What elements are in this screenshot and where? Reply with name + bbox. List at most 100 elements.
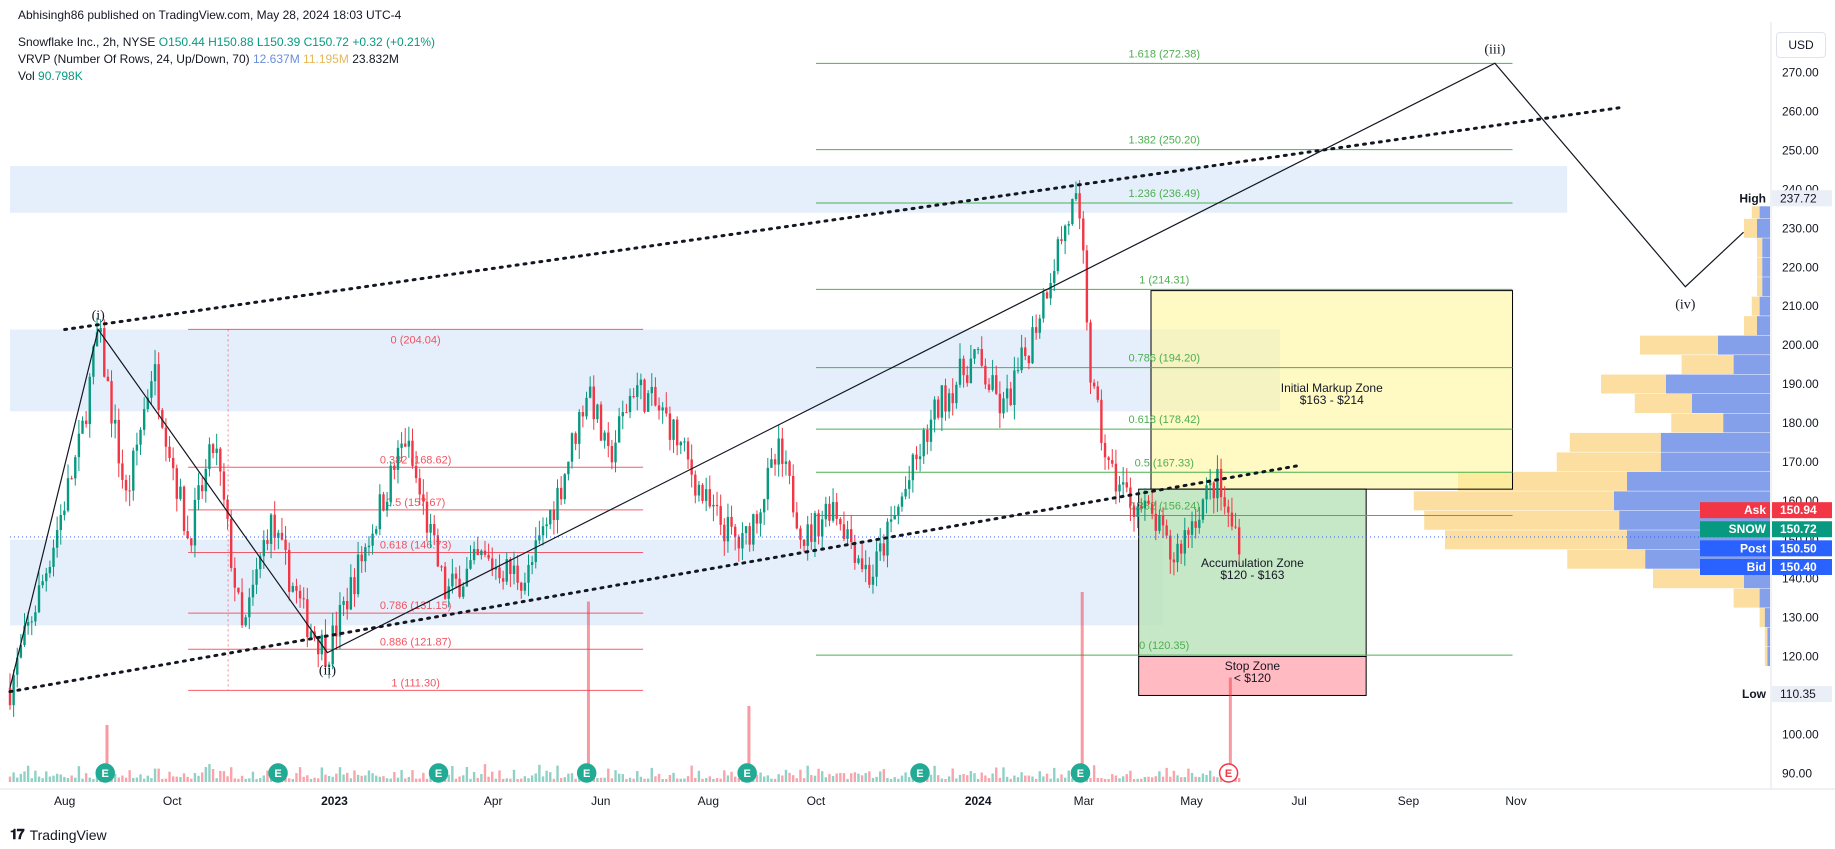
candle bbox=[331, 625, 334, 665]
candle bbox=[480, 550, 483, 556]
candle bbox=[802, 539, 806, 546]
volume-bar bbox=[1107, 778, 1110, 782]
vol-legend[interactable]: Vol 90.798K bbox=[18, 69, 83, 83]
zone-range-2: < $120 bbox=[1234, 671, 1271, 685]
candle bbox=[110, 381, 113, 424]
candle bbox=[135, 444, 139, 451]
candle bbox=[349, 577, 353, 610]
supply-band-0 bbox=[10, 166, 1568, 213]
volume-bar bbox=[1096, 777, 1099, 782]
candle bbox=[987, 384, 991, 390]
volume-bar bbox=[229, 767, 233, 782]
volume-bar bbox=[335, 773, 338, 782]
symbol-legend[interactable]: Snowflake Inc., 2h, NYSE O150.44 H150.88… bbox=[18, 35, 435, 49]
candle bbox=[534, 540, 537, 563]
candle bbox=[799, 528, 802, 540]
candle bbox=[371, 533, 374, 546]
volume-bar bbox=[248, 778, 251, 782]
volume-bar bbox=[759, 772, 762, 782]
volume-bar bbox=[425, 778, 429, 782]
scale-tag-1: Ask bbox=[1744, 503, 1766, 517]
candle bbox=[810, 524, 813, 542]
vrvp-legend[interactable]: VRVP (Number Of Rows, 24, Up/Down, 70) 1… bbox=[18, 52, 399, 66]
vp-down-2 bbox=[1757, 238, 1763, 258]
volume-bar bbox=[407, 776, 411, 782]
volume-bar bbox=[168, 771, 171, 782]
candle bbox=[440, 566, 443, 568]
volume-bar bbox=[933, 765, 936, 782]
volume-bar bbox=[418, 778, 421, 782]
volume-bar bbox=[646, 778, 650, 782]
zone-range-0: $163 - $214 bbox=[1300, 393, 1364, 407]
volume-bar bbox=[233, 778, 237, 782]
fib-ext-label-7: 0.382 (156.24) bbox=[1128, 500, 1200, 512]
earnings-icon bbox=[428, 763, 449, 783]
candle bbox=[646, 393, 650, 412]
candle bbox=[8, 687, 12, 706]
vp-down-5 bbox=[1751, 296, 1760, 316]
volume-bar bbox=[157, 768, 160, 782]
candle bbox=[908, 480, 911, 489]
volume-bar bbox=[552, 778, 556, 782]
volume-bar bbox=[864, 773, 867, 782]
earnings-icon-glyph: E bbox=[274, 768, 281, 780]
candle bbox=[650, 386, 653, 394]
volume-bar bbox=[944, 778, 947, 782]
candle bbox=[23, 625, 26, 646]
volume-bar bbox=[541, 776, 545, 782]
earnings-icon-glyph: E bbox=[916, 768, 923, 780]
candle bbox=[1136, 506, 1139, 518]
candle bbox=[1169, 535, 1172, 560]
volume-bar bbox=[1111, 774, 1114, 782]
volume-bar bbox=[211, 768, 215, 782]
candle bbox=[121, 463, 124, 480]
y-tick-12: 210.00 bbox=[1782, 299, 1819, 313]
volume-bar bbox=[969, 771, 973, 782]
vp-up-0 bbox=[1759, 199, 1770, 219]
vp-up-6 bbox=[1757, 316, 1770, 336]
volume-bar bbox=[846, 778, 849, 782]
volume-bar bbox=[52, 775, 55, 782]
x-tick-11: Sep bbox=[1398, 794, 1420, 808]
candle bbox=[34, 612, 37, 622]
candle bbox=[900, 496, 904, 507]
scale-tag-3: Post bbox=[1740, 541, 1766, 555]
volume-bar bbox=[868, 771, 871, 782]
volume-bar bbox=[730, 771, 733, 782]
volume-spike-3 bbox=[747, 706, 751, 782]
volume-bar bbox=[487, 776, 490, 782]
volume-bar bbox=[1158, 771, 1161, 782]
volume-bar bbox=[512, 769, 516, 782]
candle bbox=[95, 332, 99, 347]
candle bbox=[563, 474, 566, 500]
candle bbox=[596, 404, 599, 420]
candle bbox=[559, 487, 563, 500]
fib-ret-label-6: 1 (111.30) bbox=[391, 677, 440, 689]
vp-down-7 bbox=[1640, 335, 1718, 355]
candle bbox=[70, 478, 73, 480]
volume-bar bbox=[853, 772, 857, 782]
volume-bar bbox=[327, 775, 331, 782]
candle bbox=[668, 413, 672, 440]
volume-bar bbox=[1179, 777, 1183, 782]
candle bbox=[128, 490, 131, 492]
currency-button[interactable]: USD bbox=[1776, 32, 1826, 58]
fib-ext-label-0: 1.618 (272.38) bbox=[1128, 48, 1200, 60]
candle bbox=[947, 393, 951, 412]
candle bbox=[164, 427, 168, 447]
volume-bar bbox=[1147, 776, 1150, 782]
volume-bar bbox=[1234, 778, 1237, 782]
volume-bar bbox=[480, 774, 483, 782]
volume-bar bbox=[951, 768, 954, 782]
volume-bar bbox=[1100, 778, 1103, 782]
candle bbox=[813, 513, 817, 542]
candle bbox=[1161, 514, 1165, 526]
volume-bar bbox=[447, 774, 450, 782]
candle bbox=[603, 432, 606, 441]
volume-bar bbox=[41, 778, 44, 782]
volume-bar bbox=[534, 773, 537, 782]
volume-bar bbox=[831, 775, 835, 782]
ohlc-high: H150.88 bbox=[208, 35, 254, 49]
volume-bar bbox=[559, 778, 563, 782]
